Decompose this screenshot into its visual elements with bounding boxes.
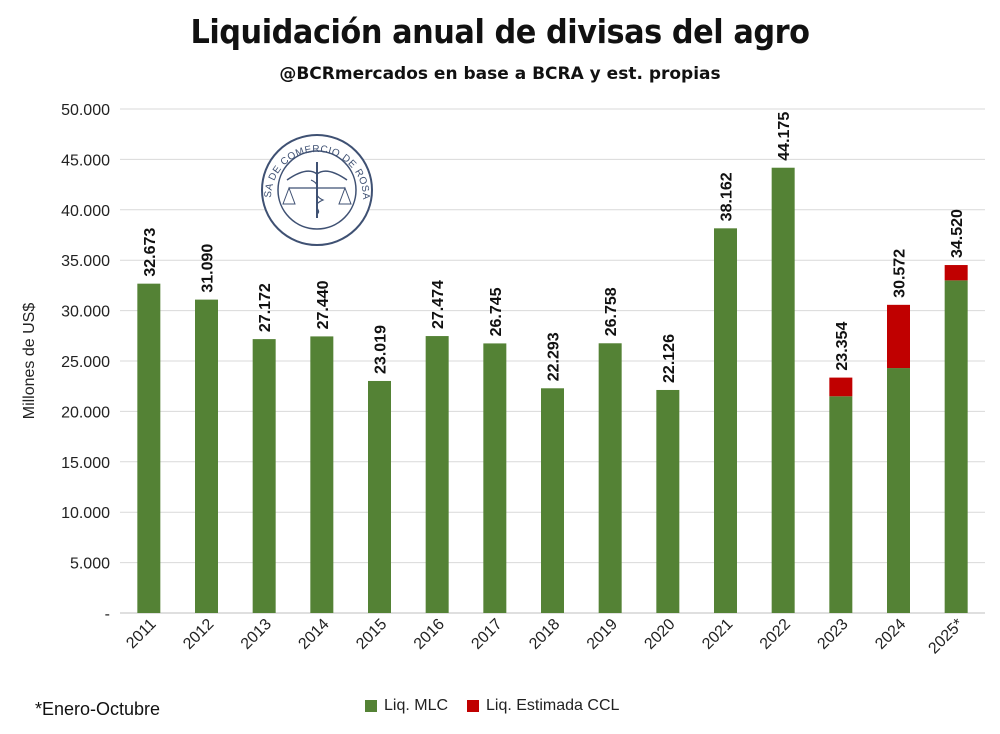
y-tick-label: 25.000 [61, 354, 110, 371]
bar-mlc [714, 228, 737, 614]
y-axis-label: Millones de US$ [21, 303, 38, 420]
y-tick-label: 5.000 [70, 556, 110, 573]
bar-mlc [195, 299, 218, 613]
x-tick-label: 2025* [925, 616, 967, 658]
bar-mlc [483, 343, 507, 613]
x-tick-label: 2019 [584, 616, 621, 653]
data-labels: 32.673 31.090 27.172 27.440 23.019 27.474 26.7… [142, 112, 966, 383]
x-tick-label: 2017 [468, 616, 505, 653]
bar-mlc [425, 336, 449, 613]
bar-mlc [656, 389, 680, 613]
legend-swatch-ccl [467, 700, 479, 712]
bar-mlc [887, 368, 910, 613]
legend-label-mlc: Liq. MLC [384, 697, 449, 714]
x-tick-label: 2023 [814, 616, 851, 653]
seal-scale-left [282, 186, 296, 205]
bar-chart: BOLSA DE COMERCIO DE ROSARIO 32.673 31.09… [0, 0, 985, 658]
footnote: *Enero-Octubre [35, 699, 161, 719]
x-tick-label: 2011 [123, 616, 159, 652]
y-tick-label: 10.000 [61, 505, 110, 522]
x-tick-label: 2016 [411, 616, 448, 653]
data-label: 38.162 [719, 172, 736, 221]
chart-title: Liquidación anual de divisas del agro [190, 12, 810, 51]
bar-mlc [541, 388, 564, 613]
x-tick-label: 2022 [757, 616, 794, 653]
legend-item-ccl: Liq. Estimada CCL [467, 697, 619, 715]
data-label: 44.175 [776, 112, 793, 161]
x-tick-label: 2024 [872, 616, 909, 653]
bar-mlc [137, 283, 161, 613]
y-tick-label: - [105, 606, 110, 623]
bar-ccl [944, 265, 968, 281]
legend-label-ccl: Liq. Estimada CCL [486, 697, 620, 714]
bar-ccl [887, 304, 910, 369]
chart-subtitle: @BCRmercados en base a BCRA y est. propi… [279, 64, 721, 84]
seal-snakes [310, 179, 325, 215]
x-tick-label: 2020 [641, 616, 678, 653]
bar-mlc [944, 280, 968, 613]
data-label: 23.019 [373, 325, 390, 374]
y-tick-label: 40.000 [61, 203, 110, 220]
data-label: 23.354 [834, 322, 851, 371]
x-tick-label: 2015 [353, 616, 390, 653]
bars [137, 167, 968, 614]
bar-mlc [310, 336, 334, 613]
x-tick-label: 2014 [295, 616, 332, 653]
x-tick-label: 2018 [526, 616, 563, 653]
legend-swatch-mlc [365, 700, 377, 712]
bcr-seal-logo: BOLSA DE COMERCIO DE ROSARIO [0, 0, 373, 246]
data-label: 27.474 [430, 280, 447, 329]
data-label: 27.172 [257, 283, 274, 332]
data-label: 27.440 [315, 280, 332, 329]
data-label: 30.572 [892, 249, 909, 298]
seal-scale-right [338, 186, 352, 205]
x-tick-label: 2013 [238, 616, 275, 653]
data-label: 22.293 [546, 332, 563, 381]
y-tick-label: 20.000 [61, 404, 110, 421]
seal-inner-ring [277, 150, 357, 230]
data-label: 34.520 [949, 209, 966, 258]
legend-item-mlc: Liq. MLC [365, 697, 448, 715]
bar-mlc [368, 380, 391, 613]
data-label: 22.126 [661, 334, 678, 383]
y-tick-label: 50.000 [61, 102, 110, 119]
data-label: 31.090 [200, 244, 217, 293]
x-tick-label: 2021 [699, 616, 736, 653]
bar-mlc [598, 343, 622, 613]
bar-ccl [829, 377, 853, 397]
y-tick-label: 35.000 [61, 253, 110, 270]
data-label: 26.758 [603, 287, 620, 336]
y-tick-label: 30.000 [61, 304, 110, 321]
y-tick-label: 45.000 [61, 152, 110, 169]
seal-wings [286, 170, 348, 181]
data-label: 32.673 [142, 228, 159, 277]
bar-mlc [829, 396, 853, 613]
bar-mlc [771, 167, 795, 613]
data-label: 26.745 [488, 287, 505, 336]
y-tick-label: 15.000 [61, 455, 110, 472]
bar-mlc [252, 339, 276, 613]
x-tick-label: 2012 [180, 616, 217, 653]
